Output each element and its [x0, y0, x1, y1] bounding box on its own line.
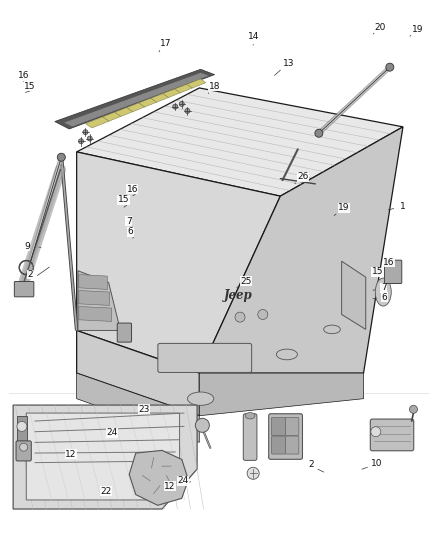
Circle shape — [410, 405, 417, 414]
Polygon shape — [199, 373, 364, 416]
Polygon shape — [78, 271, 120, 330]
Ellipse shape — [83, 130, 88, 135]
Polygon shape — [79, 290, 110, 305]
Circle shape — [195, 418, 209, 432]
Text: 15: 15 — [372, 268, 383, 276]
FancyBboxPatch shape — [385, 260, 402, 284]
Text: 15: 15 — [24, 82, 35, 91]
Circle shape — [17, 422, 27, 431]
Text: 23: 23 — [138, 405, 149, 414]
Polygon shape — [77, 330, 199, 416]
Polygon shape — [26, 413, 180, 500]
Text: 2: 2 — [308, 461, 314, 469]
Ellipse shape — [78, 139, 84, 144]
Text: Jeep: Jeep — [224, 289, 253, 302]
Text: 24: 24 — [106, 429, 117, 437]
FancyBboxPatch shape — [286, 417, 299, 435]
Ellipse shape — [375, 278, 391, 306]
Text: 17: 17 — [160, 39, 171, 48]
Polygon shape — [79, 274, 107, 289]
Polygon shape — [77, 88, 403, 196]
Ellipse shape — [173, 104, 178, 109]
Ellipse shape — [187, 392, 214, 406]
Circle shape — [258, 310, 268, 319]
Text: 7: 7 — [381, 284, 387, 292]
Polygon shape — [17, 416, 27, 442]
Text: 2: 2 — [27, 270, 32, 279]
Text: 14: 14 — [247, 32, 259, 41]
Circle shape — [20, 443, 28, 451]
Polygon shape — [342, 261, 366, 329]
Circle shape — [247, 467, 259, 479]
Text: 16: 16 — [127, 185, 138, 193]
Ellipse shape — [87, 136, 92, 141]
Ellipse shape — [324, 325, 340, 334]
Text: 22: 22 — [100, 487, 112, 496]
Ellipse shape — [179, 101, 184, 107]
Circle shape — [235, 312, 245, 322]
Polygon shape — [77, 152, 280, 373]
Text: 10: 10 — [371, 459, 382, 468]
Text: 1: 1 — [400, 203, 406, 211]
FancyBboxPatch shape — [243, 414, 257, 461]
Polygon shape — [79, 306, 112, 321]
Circle shape — [386, 63, 394, 71]
Text: 16: 16 — [18, 71, 30, 80]
Text: 12: 12 — [164, 482, 176, 490]
FancyBboxPatch shape — [370, 419, 414, 451]
Ellipse shape — [371, 427, 381, 437]
Polygon shape — [85, 79, 206, 128]
Text: 7: 7 — [126, 217, 132, 225]
Text: 15: 15 — [118, 196, 129, 204]
Text: 13: 13 — [283, 60, 294, 68]
Text: 6: 6 — [127, 228, 134, 236]
Polygon shape — [129, 450, 188, 505]
Text: 16: 16 — [383, 258, 395, 266]
FancyBboxPatch shape — [158, 343, 252, 373]
Polygon shape — [55, 69, 215, 129]
Polygon shape — [64, 72, 209, 127]
Text: 6: 6 — [381, 293, 388, 302]
Text: 25: 25 — [240, 277, 252, 286]
Text: 24: 24 — [177, 477, 189, 485]
Polygon shape — [77, 373, 199, 442]
Polygon shape — [13, 405, 197, 509]
FancyBboxPatch shape — [272, 417, 286, 435]
Text: 9: 9 — [24, 242, 30, 251]
FancyBboxPatch shape — [286, 436, 299, 454]
Text: 26: 26 — [297, 173, 309, 181]
Circle shape — [315, 129, 323, 138]
Text: 18: 18 — [209, 82, 220, 91]
Text: 19: 19 — [338, 204, 350, 212]
FancyBboxPatch shape — [16, 441, 31, 461]
FancyBboxPatch shape — [117, 323, 131, 342]
FancyBboxPatch shape — [268, 414, 303, 459]
Text: 12: 12 — [65, 450, 77, 458]
Circle shape — [57, 153, 65, 161]
Ellipse shape — [276, 349, 297, 360]
Ellipse shape — [245, 413, 255, 419]
FancyBboxPatch shape — [14, 281, 34, 297]
Ellipse shape — [185, 108, 190, 114]
Polygon shape — [199, 127, 403, 373]
Text: 20: 20 — [374, 23, 386, 32]
FancyBboxPatch shape — [272, 436, 286, 454]
Text: 19: 19 — [412, 25, 424, 34]
